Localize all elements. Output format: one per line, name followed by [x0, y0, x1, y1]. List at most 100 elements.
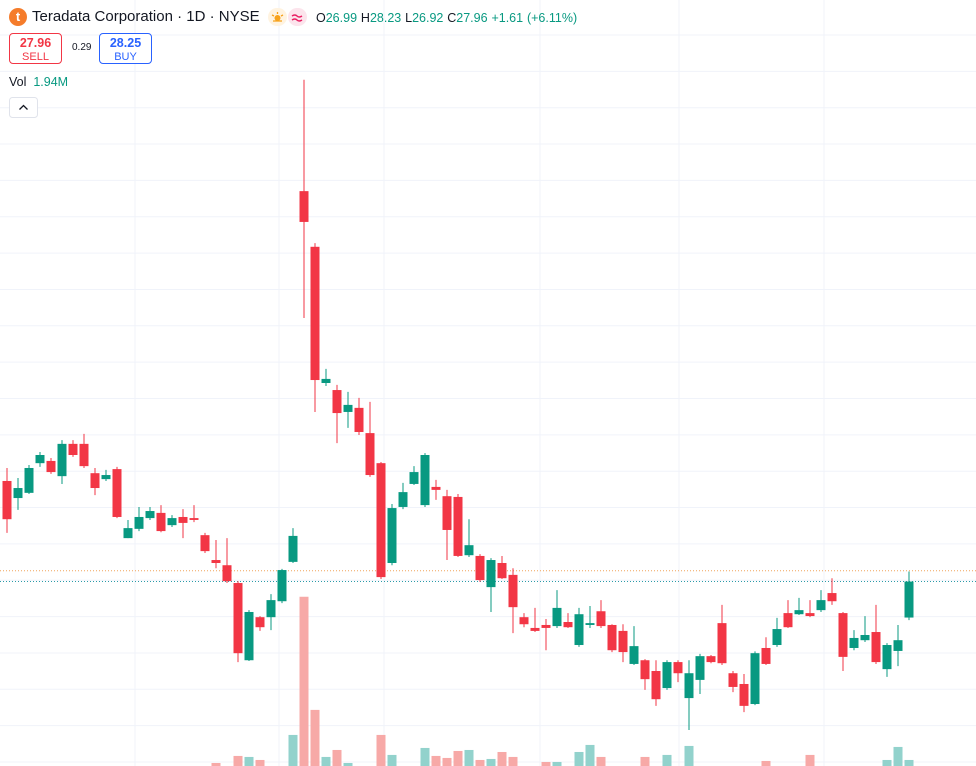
change: +1.61	[491, 11, 524, 25]
buy-button[interactable]: 28.25 BUY	[99, 33, 152, 64]
sell-button[interactable]: 27.96 SELL	[9, 33, 62, 64]
volume-bar	[497, 751, 507, 766]
candle-body	[530, 627, 540, 631]
ohlc-label: L	[405, 11, 413, 25]
volume-bar	[233, 755, 243, 766]
candle-body	[167, 518, 177, 526]
volume-bar	[508, 756, 518, 766]
volume-bar	[805, 754, 815, 766]
candle-body	[596, 611, 606, 627]
ohlc-label: O	[316, 11, 326, 25]
candle-body	[684, 673, 694, 699]
candle-body	[629, 646, 639, 664]
candle-body	[871, 632, 881, 663]
volume-bar	[761, 760, 771, 766]
candle-body	[486, 560, 496, 588]
candle-body	[827, 593, 837, 602]
change-percent: (+6.11%)	[526, 11, 578, 25]
volume-bar	[211, 762, 221, 766]
candle-body	[178, 516, 188, 523]
candle-body	[618, 630, 628, 653]
candle-body	[673, 662, 683, 674]
candle-body	[112, 469, 122, 517]
candle-body	[728, 673, 738, 687]
volume-title: Vol	[9, 75, 27, 89]
volume-bar	[453, 750, 463, 766]
candle-body	[35, 454, 45, 464]
ohlc-value: 26.92	[412, 11, 444, 25]
candle-body	[332, 390, 342, 414]
candle-body	[79, 443, 89, 467]
candle-body	[134, 516, 144, 529]
candle-body	[343, 404, 353, 412]
ohlc-label: C	[447, 11, 457, 25]
candle-body	[607, 624, 617, 651]
candle-body	[783, 613, 793, 628]
ohlc-value: 26.99	[325, 11, 358, 25]
candle-body	[266, 600, 276, 618]
ohlc-value: 28.23	[369, 11, 402, 25]
candle-body	[519, 617, 529, 625]
candle-body	[156, 512, 166, 532]
collapse-button[interactable]	[9, 97, 38, 118]
candle-body	[904, 581, 914, 618]
spread: 0.29	[72, 42, 92, 53]
candle-body	[365, 433, 375, 476]
candle-body	[750, 653, 760, 705]
candle-body	[816, 600, 826, 611]
candle-body	[838, 613, 848, 657]
volume-bar	[387, 754, 397, 766]
candle-body	[101, 475, 111, 480]
buy-price: 28.25	[109, 36, 142, 50]
candle-body	[233, 583, 243, 654]
candle-body	[453, 496, 463, 556]
candle-body	[321, 378, 331, 383]
candle-body	[68, 443, 78, 455]
candle-body	[255, 617, 265, 628]
volume-bar	[552, 761, 562, 766]
candle-body	[398, 492, 408, 507]
candle-body	[574, 614, 584, 646]
candle-body	[90, 473, 100, 489]
candle-body	[277, 570, 287, 602]
candle-body	[739, 683, 749, 706]
volume-bar	[893, 746, 903, 766]
volume-bar	[574, 751, 584, 766]
candle-body	[662, 662, 672, 689]
candle-body	[860, 634, 870, 641]
candle-body	[772, 629, 782, 646]
candle-body	[761, 647, 771, 664]
candle-body	[13, 488, 23, 499]
volume-bar	[244, 756, 254, 766]
candle-body	[695, 656, 705, 680]
candle-body	[288, 535, 298, 562]
candle-body	[409, 472, 419, 484]
candle-body	[200, 535, 210, 552]
candle-body	[24, 467, 34, 493]
candle-body	[387, 508, 397, 563]
candle-body	[222, 565, 232, 582]
title: Teradata Corporation · 1D · NYSE	[32, 8, 260, 25]
volume-bar	[310, 709, 320, 766]
sell-label: SELL	[22, 51, 49, 63]
volume-bar	[299, 596, 309, 766]
candle-body	[651, 670, 661, 700]
candle-body	[794, 610, 804, 615]
volume-bar	[420, 747, 430, 766]
candle-body	[508, 574, 518, 608]
candle-body	[46, 460, 56, 473]
candle-body	[211, 560, 221, 563]
candle-body	[299, 191, 309, 222]
volume-bar	[442, 757, 452, 766]
candle-body	[805, 613, 815, 617]
volume-bar	[288, 734, 298, 766]
candle-body	[123, 528, 133, 539]
ohlc-label: H	[360, 11, 370, 25]
candle-body	[640, 660, 650, 680]
volume-bar	[585, 744, 595, 766]
candle-body	[706, 656, 716, 663]
volume-bar	[684, 745, 694, 766]
candle-body	[420, 454, 430, 506]
candle-body	[189, 518, 199, 520]
